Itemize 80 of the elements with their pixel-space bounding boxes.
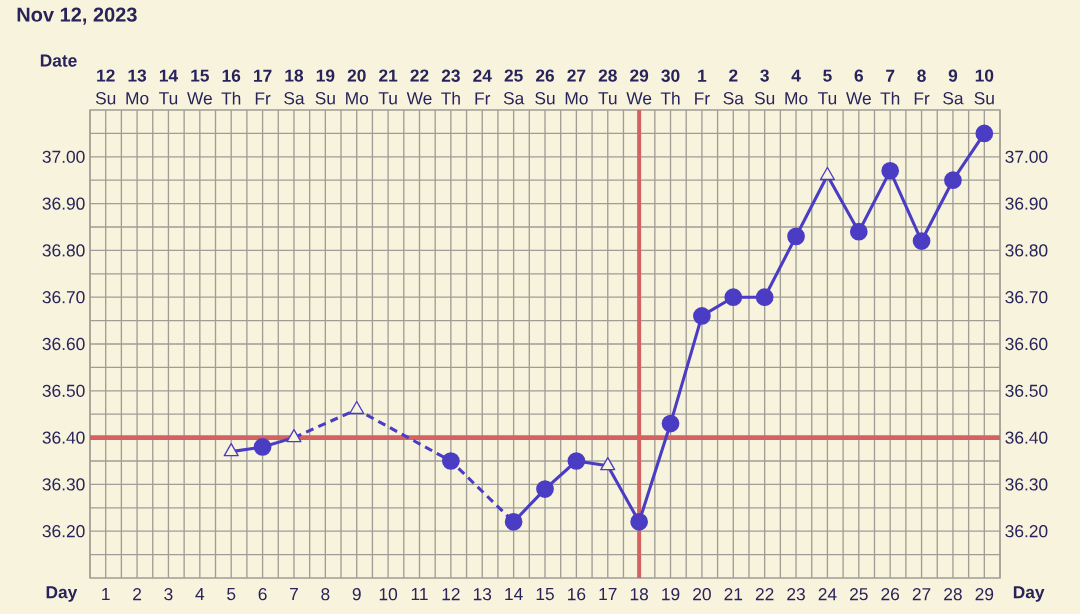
chart-title: Nov 12, 2023 bbox=[17, 7, 137, 25]
x-tick-label: 24 bbox=[818, 588, 837, 601]
x-tick-label: 20 bbox=[693, 588, 711, 601]
x-tick-label: 5 bbox=[227, 588, 236, 601]
x-tick-label: 28 bbox=[944, 588, 962, 601]
x2-tick-label: 24 Fr bbox=[473, 69, 492, 105]
x-tick-label: 19 bbox=[662, 588, 680, 601]
y2-tick-label: 36.30 bbox=[1005, 478, 1048, 491]
x-tick-label: 12 bbox=[442, 588, 460, 601]
x2-tick-label: 17 Fr bbox=[254, 69, 272, 105]
x-tick-label: 6 bbox=[258, 588, 267, 601]
x2-tick-label: 29 We bbox=[626, 69, 652, 105]
x-tick-label: 7 bbox=[290, 588, 298, 600]
x2-tick-label: 7 Th bbox=[880, 69, 900, 105]
x-tick-label: 23 bbox=[787, 588, 805, 601]
x-tick-label: 25 bbox=[850, 588, 868, 601]
x2-tick-label: 21 Tu bbox=[378, 69, 398, 105]
x2-tick-label: 22 We bbox=[406, 69, 432, 105]
x2-tick-label: 18 Sa bbox=[284, 69, 305, 105]
text: Day bbox=[1013, 586, 1045, 602]
y-tick-label: 36.20 bbox=[42, 525, 85, 538]
y-tick-label: 36.70 bbox=[42, 291, 85, 304]
y-tick-label: 36.60 bbox=[42, 337, 85, 351]
x2-tick-label: 16 Th bbox=[221, 69, 241, 105]
x2-tick-label: 23 Th bbox=[441, 69, 460, 105]
x2-tick-label: 3 Su bbox=[754, 69, 775, 105]
x-tick-label: 21 bbox=[724, 588, 743, 601]
x-tick-label: 2 bbox=[133, 588, 142, 601]
x2-tick-label: 13 Mo bbox=[126, 69, 149, 105]
y2-tick-label: 36.20 bbox=[1005, 525, 1048, 538]
y-tick-label: 36.90 bbox=[42, 197, 85, 210]
x2-tick-label: 28 Tu bbox=[598, 69, 617, 105]
y-tick-label: 36.50 bbox=[42, 384, 85, 397]
y-tick-label: 36.40 bbox=[42, 431, 85, 444]
x-tick-label: 18 bbox=[630, 588, 649, 601]
x-tick-label: 14 bbox=[505, 588, 523, 600]
x-axis-title: Day bbox=[46, 586, 78, 602]
x-tick-label: 9 bbox=[352, 588, 361, 601]
x2-tick-label: 1 Fr bbox=[695, 69, 710, 105]
y2-tick-label: 36.50 bbox=[1005, 384, 1048, 397]
x2-tick-label: 2 Sa bbox=[723, 69, 744, 105]
x2-tick-label: 12 Su bbox=[95, 69, 116, 105]
y-tick-label: 36.80 bbox=[42, 244, 85, 257]
x-tick-label: 8 bbox=[321, 588, 330, 601]
x2-tick-label: 8 Fr bbox=[914, 69, 930, 105]
x2-tick-label: 25 Sa bbox=[503, 69, 525, 105]
x2-tick-label: 15 We bbox=[187, 69, 212, 105]
x-tick-label: 1 bbox=[102, 588, 110, 600]
x2-tick-label: 9 Sa bbox=[943, 69, 964, 105]
y2-tick-label: 36.60 bbox=[1005, 337, 1048, 351]
x2-tick-label: 30 Th bbox=[660, 69, 680, 105]
x2-tick-label: 19 Su bbox=[315, 69, 335, 105]
x-tick-label: 10 bbox=[379, 588, 398, 601]
y2-tick-label: 36.40 bbox=[1005, 431, 1048, 444]
x2-tick-label: 14 Tu bbox=[159, 69, 179, 105]
x2-tick-label: 20 Mo bbox=[346, 69, 369, 105]
y2-tick-label: 36.90 bbox=[1005, 197, 1048, 210]
x-tick-label: 11 bbox=[411, 588, 428, 600]
y2-tick-label: 36.80 bbox=[1005, 244, 1048, 257]
x-tick-label: 3 bbox=[164, 588, 173, 601]
x2-tick-label: 26 Su bbox=[535, 69, 555, 105]
x-tick-label: 4 bbox=[195, 588, 205, 600]
x-tick-label: 22 bbox=[755, 588, 774, 601]
y-tick-label: 37.00 bbox=[42, 150, 85, 163]
x-tick-label: 16 bbox=[568, 588, 586, 601]
x-tick-label: 17 bbox=[599, 588, 617, 600]
x-tick-label: 13 bbox=[473, 588, 492, 601]
x2-tick-label: 27 Mo bbox=[565, 69, 588, 105]
x-tick-label: 15 bbox=[536, 588, 554, 601]
x-tick-label: 26 bbox=[881, 588, 900, 601]
y2-tick-label: 37.00 bbox=[1005, 150, 1048, 163]
x2-tick-label: 5 Tu bbox=[818, 69, 837, 105]
y2-tick-label: 36.70 bbox=[1005, 291, 1048, 304]
x2-tick-label: 10 Su bbox=[974, 69, 994, 105]
x2-tick-label: 6 We bbox=[846, 69, 871, 105]
x-tick-label: 29 bbox=[975, 588, 994, 601]
x2-axis-title: Date bbox=[40, 54, 77, 67]
x-tick-label: 27 bbox=[912, 588, 931, 601]
y-tick-label: 36.30 bbox=[42, 478, 85, 491]
x2-tick-label: 4 Mo bbox=[785, 69, 808, 105]
